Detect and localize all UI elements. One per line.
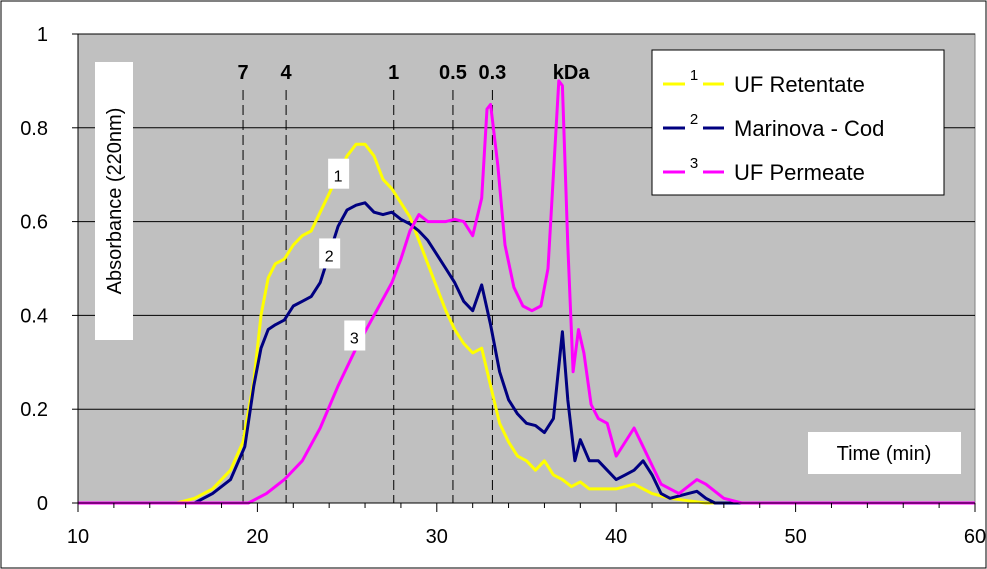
y-tick-label: 0.2 [20,399,48,421]
legend-label-1: UF Retentate [734,72,865,97]
mw-marker-label: 1 [388,62,399,84]
series-lines [78,79,975,505]
x-tick-label: 40 [605,526,627,548]
mw-markers: 7 4 1 0.5 0.3 kDa [237,62,590,503]
legend-number: 1 [690,67,698,84]
legend-number-box [685,106,703,132]
mw-marker-label: 0.5 [439,62,467,84]
mw-marker-label: 4 [281,62,293,84]
axes: 10 20 30 40 50 60 0 0.2 0.4 0.6 0.8 1 [20,24,986,548]
y-tick-label: 0.8 [20,118,48,140]
curve-label-box [328,158,350,189]
curve-label: 3 [350,331,359,348]
x-tick-label: 50 [784,526,806,548]
legend-number-box [685,150,703,176]
y-tick-label: 0.6 [20,212,48,234]
x-tick-label: 10 [67,526,89,548]
series-line-2 [78,201,975,505]
curve-label-box [344,320,366,351]
x-tick-label: 60 [964,526,986,548]
y-axis-label: Absorbance (220nm) [104,108,126,295]
y-axis-title: Absorbance (220nm) [95,62,133,340]
legend-number-box [685,62,703,88]
curve-label: 1 [334,169,343,186]
y-tick-label: 0.4 [20,305,48,327]
x-axis-label: Time (min) [837,443,932,465]
curve-label: 2 [325,248,334,265]
mw-marker-label: 0.3 [479,62,507,84]
curve-labels: 1 2 3 [319,158,366,351]
curve-label-box [319,238,341,269]
x-axis-title: Time (min) [808,432,961,474]
x-tick-label: 20 [246,526,268,548]
legend-label-3: UF Permeate [734,160,865,185]
legend-number: 2 [690,111,698,128]
mw-unit-label: kDa [553,62,591,84]
series-line-3 [78,79,975,505]
legend: 1 UF Retentate 2 Marinova - Cod 3 UF Permeate [651,49,945,196]
legend-label-2: Marinova - Cod [734,116,884,141]
mw-marker-label: 7 [237,62,248,84]
legend-number: 3 [690,155,698,172]
series-line-1 [78,142,975,505]
y-tick-label: 0 [37,493,48,515]
x-tick-label: 30 [426,526,448,548]
y-tick-label: 1 [37,24,48,46]
